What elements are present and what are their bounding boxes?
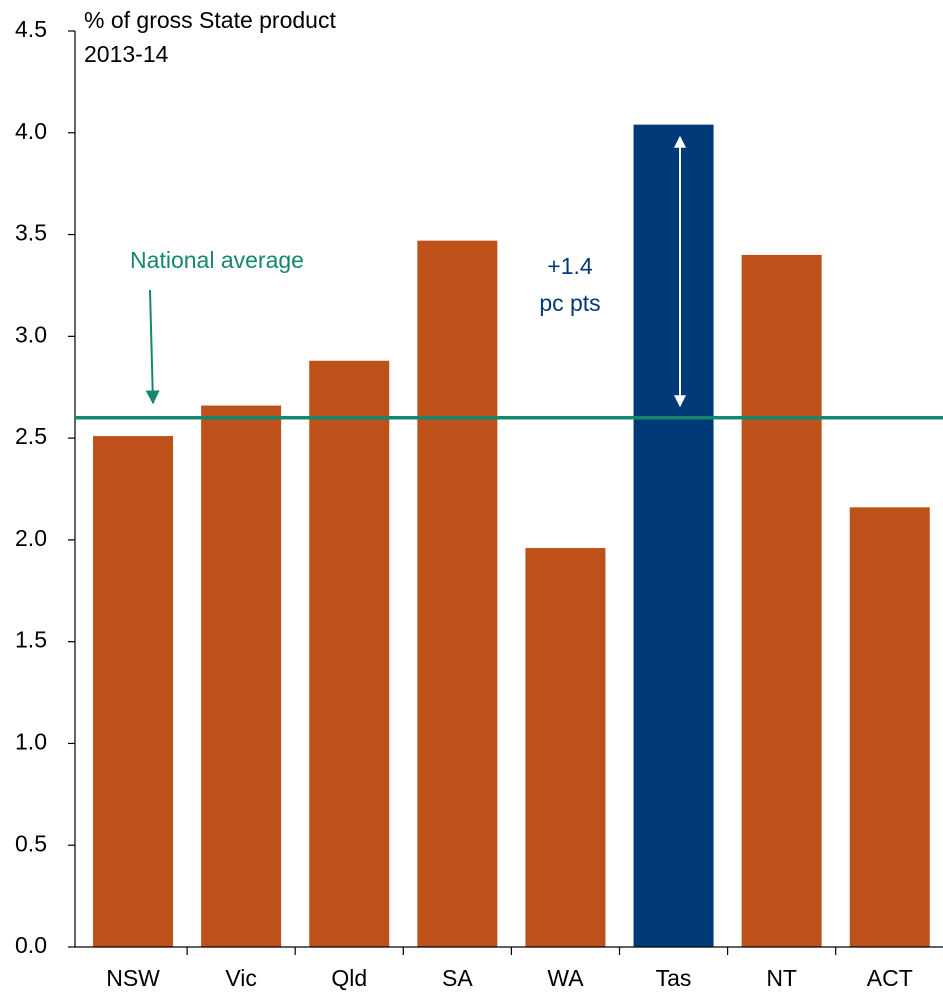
y-tick-label: 4.0 (15, 118, 47, 144)
bar (201, 405, 282, 947)
bars (93, 124, 930, 947)
x-tick-label: Vic (225, 965, 257, 991)
x-tick-label: NT (766, 965, 797, 991)
bar (525, 548, 606, 947)
y-axis-label: 2013-14 (84, 41, 169, 67)
bar (417, 240, 498, 947)
reference-label: National average (130, 247, 304, 273)
y-tick-label: 2.5 (15, 423, 47, 449)
y-tick-label: 0.0 (15, 932, 47, 958)
bar (93, 436, 174, 947)
x-tick-label: Tas (656, 965, 692, 991)
x-tick-label: SA (442, 965, 473, 991)
y-tick-label: 2.0 (15, 525, 47, 551)
bar (633, 124, 714, 947)
y-tick-label: 4.5 (15, 16, 47, 42)
y-tick-label: 3.5 (15, 220, 47, 246)
bar (849, 507, 930, 947)
bar (741, 254, 822, 947)
y-tick-label: 1.0 (15, 729, 47, 755)
x-tick-label: NSW (106, 965, 160, 991)
y-tick-label: 3.0 (15, 321, 47, 347)
x-tick-label: WA (547, 965, 584, 991)
bar (309, 360, 390, 947)
annotation: pc pts (539, 290, 600, 316)
y-tick-label: 1.5 (15, 627, 47, 653)
y-tick-label: 0.5 (15, 830, 47, 856)
annotation-arrow (145, 289, 160, 405)
x-tick-label: Qld (331, 965, 367, 991)
x-tick-label: ACT (867, 965, 913, 991)
y-axis-label: % of gross State product (84, 7, 336, 33)
annotation: +1.4 (547, 253, 593, 279)
